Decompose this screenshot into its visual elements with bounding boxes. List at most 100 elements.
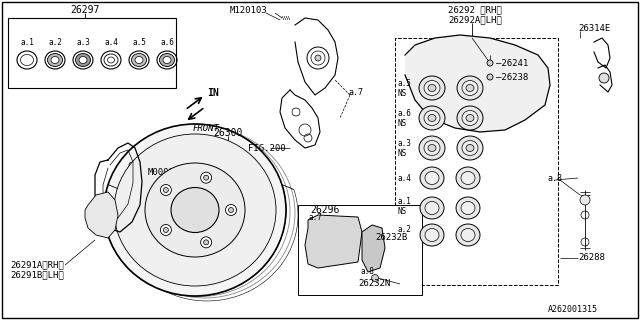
Circle shape bbox=[599, 73, 609, 83]
Text: a.8: a.8 bbox=[548, 173, 563, 182]
Text: a.1: a.1 bbox=[20, 37, 34, 46]
Circle shape bbox=[487, 74, 493, 80]
Text: a.6: a.6 bbox=[397, 108, 411, 117]
Ellipse shape bbox=[461, 202, 475, 214]
Circle shape bbox=[225, 204, 237, 215]
Text: IN: IN bbox=[207, 88, 219, 98]
Text: NS: NS bbox=[397, 207, 406, 217]
Ellipse shape bbox=[456, 167, 480, 189]
Ellipse shape bbox=[114, 134, 276, 286]
Text: a.3: a.3 bbox=[397, 139, 411, 148]
Ellipse shape bbox=[457, 76, 483, 100]
Ellipse shape bbox=[419, 106, 445, 130]
Circle shape bbox=[204, 175, 209, 180]
Bar bbox=[8, 18, 176, 88]
Ellipse shape bbox=[420, 224, 444, 246]
Bar bbox=[395, 38, 558, 285]
Circle shape bbox=[487, 60, 493, 66]
Text: —26241: —26241 bbox=[496, 59, 528, 68]
Ellipse shape bbox=[456, 224, 480, 246]
Ellipse shape bbox=[159, 53, 175, 67]
Ellipse shape bbox=[420, 167, 444, 189]
Text: NS: NS bbox=[397, 118, 406, 127]
Circle shape bbox=[228, 207, 234, 212]
Text: 26288: 26288 bbox=[578, 253, 605, 262]
Text: 26292 〈RH〉: 26292 〈RH〉 bbox=[448, 5, 502, 14]
Text: a.7: a.7 bbox=[348, 87, 363, 97]
Ellipse shape bbox=[171, 188, 219, 233]
Text: a.2: a.2 bbox=[397, 225, 411, 234]
Text: a.2: a.2 bbox=[48, 37, 62, 46]
Text: 26291A〈RH〉: 26291A〈RH〉 bbox=[10, 260, 64, 269]
Ellipse shape bbox=[79, 57, 87, 63]
Polygon shape bbox=[362, 225, 385, 272]
Polygon shape bbox=[85, 192, 118, 238]
Ellipse shape bbox=[425, 202, 439, 214]
Text: —26238: —26238 bbox=[496, 73, 528, 82]
Ellipse shape bbox=[428, 84, 436, 92]
Ellipse shape bbox=[461, 172, 475, 185]
Ellipse shape bbox=[76, 53, 90, 67]
Text: a.4: a.4 bbox=[397, 173, 411, 182]
Text: A262001315: A262001315 bbox=[548, 306, 598, 315]
Text: FRONT: FRONT bbox=[193, 124, 220, 132]
Text: a.8: a.8 bbox=[360, 268, 374, 276]
Ellipse shape bbox=[135, 57, 143, 63]
Ellipse shape bbox=[51, 57, 59, 63]
Ellipse shape bbox=[424, 110, 440, 125]
Ellipse shape bbox=[462, 110, 478, 125]
Circle shape bbox=[371, 275, 378, 282]
Ellipse shape bbox=[131, 53, 147, 67]
Circle shape bbox=[161, 185, 172, 196]
Bar bbox=[298, 205, 422, 295]
Ellipse shape bbox=[419, 76, 445, 100]
Text: NS: NS bbox=[397, 89, 406, 98]
Ellipse shape bbox=[315, 55, 321, 61]
Text: a.4: a.4 bbox=[104, 37, 118, 46]
Polygon shape bbox=[305, 215, 362, 268]
Text: M120103: M120103 bbox=[230, 5, 268, 14]
Text: M000162: M000162 bbox=[148, 167, 186, 177]
Ellipse shape bbox=[428, 115, 436, 122]
Circle shape bbox=[200, 172, 212, 183]
Ellipse shape bbox=[457, 136, 483, 160]
Circle shape bbox=[163, 188, 168, 193]
Text: 26314E: 26314E bbox=[578, 23, 611, 33]
Ellipse shape bbox=[104, 124, 286, 296]
Text: a.5: a.5 bbox=[397, 78, 411, 87]
Circle shape bbox=[580, 195, 590, 205]
Circle shape bbox=[161, 225, 172, 236]
Circle shape bbox=[163, 228, 168, 233]
Polygon shape bbox=[405, 35, 550, 132]
Text: NS: NS bbox=[397, 148, 406, 157]
Ellipse shape bbox=[47, 53, 63, 67]
Text: 26300: 26300 bbox=[213, 128, 243, 138]
Ellipse shape bbox=[424, 81, 440, 95]
Text: 26291B〈LH〉: 26291B〈LH〉 bbox=[10, 270, 64, 279]
Ellipse shape bbox=[466, 84, 474, 92]
Text: a.3: a.3 bbox=[76, 37, 90, 46]
Ellipse shape bbox=[428, 145, 436, 151]
Ellipse shape bbox=[145, 163, 245, 257]
Text: a.6: a.6 bbox=[160, 37, 174, 46]
Ellipse shape bbox=[425, 228, 439, 242]
Ellipse shape bbox=[419, 136, 445, 160]
Text: 26292A〈LH〉: 26292A〈LH〉 bbox=[448, 15, 502, 25]
Ellipse shape bbox=[456, 197, 480, 219]
Text: FIG.200: FIG.200 bbox=[248, 143, 285, 153]
Ellipse shape bbox=[424, 140, 440, 156]
Ellipse shape bbox=[462, 81, 478, 95]
Text: a.5: a.5 bbox=[132, 37, 146, 46]
Circle shape bbox=[204, 240, 209, 245]
Ellipse shape bbox=[163, 57, 171, 63]
Ellipse shape bbox=[466, 145, 474, 151]
Text: 26232N: 26232N bbox=[358, 279, 390, 289]
Text: 26232B: 26232B bbox=[375, 234, 407, 243]
Text: a.7: a.7 bbox=[308, 213, 322, 222]
Text: a.1: a.1 bbox=[397, 197, 411, 206]
Ellipse shape bbox=[425, 172, 439, 185]
Ellipse shape bbox=[457, 106, 483, 130]
Ellipse shape bbox=[461, 228, 475, 242]
Ellipse shape bbox=[420, 197, 444, 219]
Text: 26297: 26297 bbox=[70, 5, 100, 15]
